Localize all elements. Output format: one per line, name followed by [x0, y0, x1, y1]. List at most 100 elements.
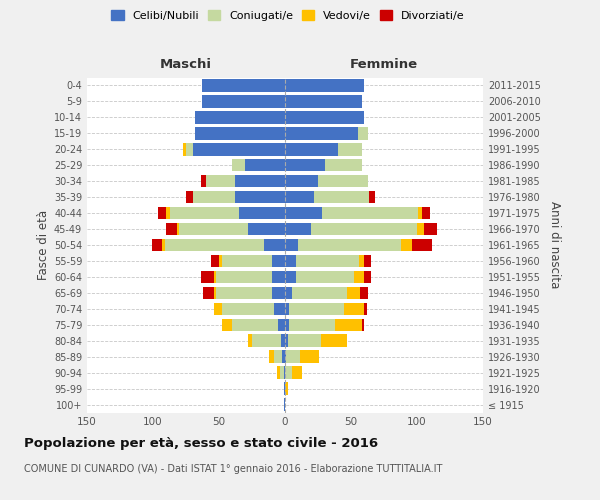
Bar	[165, 239, 264, 251]
Bar	[239, 207, 285, 220]
Bar	[193, 191, 235, 203]
Bar	[211, 254, 219, 267]
Bar	[284, 366, 285, 379]
Bar	[285, 239, 298, 251]
Bar	[364, 254, 371, 267]
Bar	[289, 302, 344, 315]
Bar	[274, 302, 285, 315]
Bar	[364, 302, 367, 315]
Bar	[296, 254, 359, 267]
Bar	[322, 207, 418, 220]
Bar	[248, 223, 285, 235]
Bar	[285, 143, 338, 156]
Bar	[214, 286, 217, 299]
Bar	[314, 191, 370, 203]
Bar	[162, 239, 165, 251]
Bar	[285, 111, 364, 124]
Bar	[417, 223, 424, 235]
Bar	[287, 334, 320, 347]
Bar	[232, 318, 278, 331]
Bar	[193, 143, 285, 156]
Bar	[285, 382, 287, 395]
Bar	[412, 239, 431, 251]
Bar	[272, 286, 285, 299]
Bar	[285, 318, 289, 331]
Bar	[170, 207, 239, 220]
Bar	[221, 254, 272, 267]
Text: Maschi: Maschi	[160, 58, 212, 71]
Bar	[166, 223, 177, 235]
Bar	[358, 127, 368, 140]
Text: COMUNE DI CUNARDO (VA) - Dati ISTAT 1° gennaio 2016 - Elaborazione TUTTITALIA.IT: COMUNE DI CUNARDO (VA) - Dati ISTAT 1° g…	[24, 464, 442, 474]
Bar	[285, 302, 289, 315]
Bar	[272, 254, 285, 267]
Bar	[285, 175, 318, 188]
Text: Popolazione per età, sesso e stato civile - 2016: Popolazione per età, sesso e stato civil…	[24, 438, 378, 450]
Bar	[285, 95, 362, 108]
Bar	[285, 207, 322, 220]
Bar	[347, 286, 360, 299]
Bar	[353, 270, 364, 283]
Bar	[219, 254, 221, 267]
Bar	[283, 350, 285, 363]
Bar	[285, 254, 296, 267]
Bar	[320, 334, 347, 347]
Bar	[272, 270, 285, 283]
Bar	[285, 223, 311, 235]
Bar	[285, 366, 292, 379]
Bar	[289, 318, 335, 331]
Bar	[362, 318, 364, 331]
Bar	[292, 366, 302, 379]
Bar	[195, 127, 285, 140]
Bar	[274, 350, 283, 363]
Bar	[359, 254, 364, 267]
Y-axis label: Anni di nascita: Anni di nascita	[548, 202, 560, 288]
Bar	[235, 175, 285, 188]
Bar	[292, 286, 347, 299]
Bar	[202, 95, 285, 108]
Bar	[285, 80, 364, 92]
Bar	[285, 127, 358, 140]
Bar	[245, 159, 285, 172]
Bar	[217, 286, 272, 299]
Bar	[200, 175, 206, 188]
Bar	[269, 350, 274, 363]
Bar	[278, 318, 285, 331]
Bar	[318, 175, 368, 188]
Bar	[202, 80, 285, 92]
Bar	[311, 223, 417, 235]
Bar	[184, 143, 186, 156]
Bar	[152, 239, 162, 251]
Bar	[418, 207, 422, 220]
Bar	[217, 270, 272, 283]
Bar	[422, 207, 430, 220]
Bar	[286, 350, 299, 363]
Bar	[296, 270, 353, 283]
Bar	[338, 143, 362, 156]
Bar	[221, 302, 274, 315]
Bar	[370, 191, 375, 203]
Bar	[264, 239, 285, 251]
Bar	[203, 286, 214, 299]
Bar	[214, 302, 221, 315]
Bar	[424, 223, 437, 235]
Bar	[401, 239, 412, 251]
Bar	[281, 334, 285, 347]
Bar	[166, 207, 170, 220]
Bar	[221, 318, 232, 331]
Y-axis label: Fasce di età: Fasce di età	[37, 210, 50, 280]
Bar	[344, 302, 364, 315]
Bar	[177, 223, 179, 235]
Bar	[299, 350, 319, 363]
Bar	[284, 382, 285, 395]
Bar	[298, 239, 401, 251]
Bar	[277, 366, 280, 379]
Bar	[186, 143, 193, 156]
Bar	[284, 398, 285, 410]
Bar	[248, 334, 252, 347]
Text: Femmine: Femmine	[350, 58, 418, 71]
Bar	[214, 270, 217, 283]
Bar	[206, 175, 235, 188]
Bar	[285, 191, 314, 203]
Bar	[285, 270, 296, 283]
